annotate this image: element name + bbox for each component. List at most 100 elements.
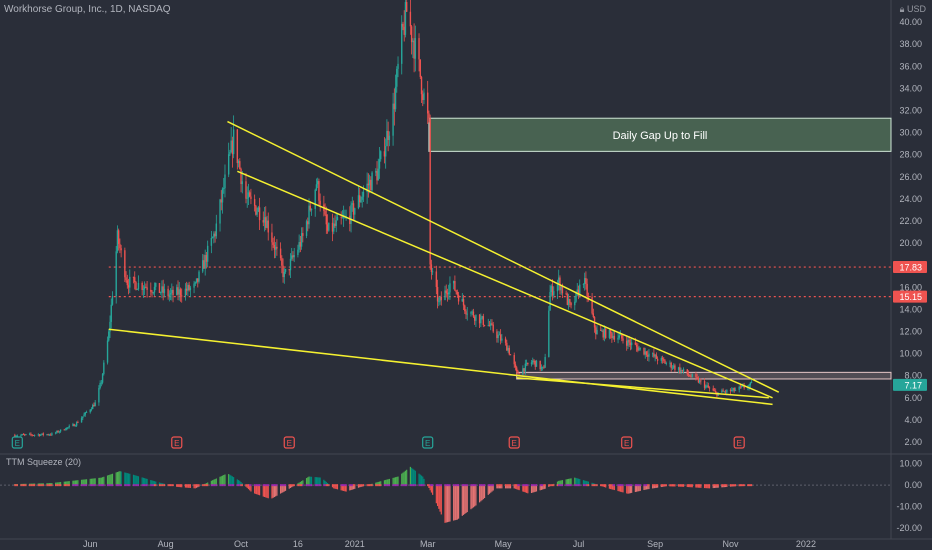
candle-body [351, 203, 353, 205]
squeeze-dot [621, 484, 623, 487]
trendline-3 [516, 377, 769, 399]
squeeze-dot [194, 484, 196, 487]
candle-body [279, 248, 282, 259]
currency-label: 🔒︎ USD [900, 4, 926, 15]
squeeze-dot [76, 484, 78, 487]
candle-body [302, 233, 304, 236]
squeeze-dot [696, 484, 698, 487]
squeeze-dot [99, 484, 101, 487]
candle-body [250, 196, 252, 200]
squeeze-dot [453, 484, 455, 487]
candle-body [550, 286, 553, 293]
candle-body [59, 429, 62, 432]
squeeze-dot [385, 484, 387, 487]
candle-body [712, 388, 714, 391]
candle-body [49, 434, 52, 436]
squeeze-dot [176, 484, 178, 487]
candle-body [366, 183, 368, 192]
squeeze-dot [213, 484, 215, 487]
price-tick-label: 16.00 [899, 282, 922, 292]
squeeze-dot [94, 484, 96, 487]
squeeze-dot [197, 484, 199, 487]
squeeze-dot [64, 484, 67, 487]
candle-body [738, 386, 740, 390]
candle-body [93, 405, 95, 407]
squeeze-dot [409, 484, 411, 487]
candle-body [742, 385, 744, 387]
candle-body [340, 216, 342, 218]
squeeze-dot [671, 484, 674, 487]
squeeze-dot [22, 484, 25, 487]
squeeze-dot [46, 484, 48, 487]
squeeze-dot [461, 484, 463, 487]
candle-body [397, 63, 399, 69]
squeeze-dot [617, 484, 619, 487]
squeeze-dot [695, 484, 697, 487]
squeeze-dot [584, 484, 586, 487]
candle-body [176, 287, 178, 295]
squeeze-dot [16, 484, 18, 487]
candle-body [75, 422, 78, 426]
squeeze-dot [404, 484, 407, 487]
candle-body [591, 296, 593, 314]
squeeze-dot [639, 484, 641, 487]
squeeze-dot [631, 484, 633, 487]
squeeze-dot [748, 484, 750, 487]
earnings-marker-2 [283, 436, 295, 449]
squeeze-dot [66, 484, 68, 487]
squeeze-dot [24, 484, 26, 487]
squeeze-dot [236, 484, 238, 487]
price-label-badge [893, 261, 927, 274]
candle-body [300, 233, 303, 247]
candle-body [159, 292, 162, 294]
squeeze-dot [445, 484, 447, 487]
squeeze-dot [539, 484, 541, 487]
squeeze-dot [34, 484, 36, 487]
candle-body [266, 220, 268, 228]
squeeze-dot [585, 484, 587, 487]
candle-body [145, 286, 147, 288]
squeeze-dot [626, 484, 628, 487]
squeeze-dot [527, 484, 529, 487]
candle-body [462, 298, 465, 306]
squeeze-dot [587, 484, 589, 487]
candle-body [639, 347, 642, 349]
candle-body [703, 381, 706, 388]
squeeze-dot [314, 484, 316, 487]
squeeze-dot [544, 484, 546, 487]
squeeze-dot [464, 484, 466, 487]
candle-body [213, 233, 215, 238]
squeeze-dot [638, 484, 640, 487]
price-label-badge [893, 290, 927, 303]
squeeze-dot [411, 484, 413, 487]
squeeze-dot [370, 484, 372, 487]
squeeze-dot [14, 484, 16, 487]
candle-body [257, 207, 260, 212]
candle-body [518, 373, 520, 375]
squeeze-dot [532, 484, 534, 487]
candle-body [42, 433, 44, 435]
candle-body [544, 356, 546, 368]
candle-body [384, 146, 387, 157]
squeeze-dot [560, 484, 562, 487]
candle-body [669, 362, 671, 364]
candle-body [134, 277, 136, 283]
candle-body [480, 317, 482, 324]
squeeze-dot [167, 484, 169, 487]
candle-body [595, 327, 597, 335]
candle-body [645, 351, 648, 355]
candle-body [245, 181, 247, 199]
price-tick-label: 22.00 [899, 216, 922, 226]
squeeze-dot [396, 484, 398, 487]
candle-body [232, 129, 235, 155]
candle-body [108, 331, 110, 341]
candle-body [67, 427, 69, 428]
squeeze-dot [747, 484, 749, 487]
candle-body [293, 255, 295, 258]
candle-body [648, 353, 650, 357]
squeeze-dot [108, 484, 110, 487]
squeeze-dot [553, 484, 555, 487]
time-tick-label: 2022 [796, 539, 816, 549]
squeeze-dot [210, 484, 212, 487]
candle-body [497, 334, 499, 339]
